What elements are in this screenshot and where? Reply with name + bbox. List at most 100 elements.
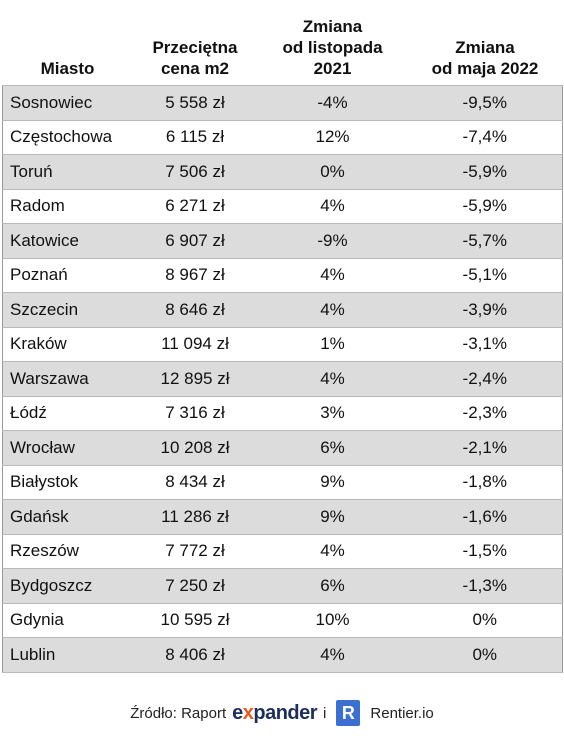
- cell: Rzeszów: [2, 533, 133, 569]
- logo-part: pander: [253, 701, 318, 724]
- cell: 5 558 zł: [132, 85, 258, 121]
- source-label: Źródło: Raport: [130, 704, 227, 722]
- conjunction: i: [323, 704, 327, 722]
- cell: -7,4%: [407, 119, 563, 155]
- row: Sosnowiec 5 558 zł -4% -9,5%: [2, 85, 563, 121]
- rentier-brand: Rentier.io: [370, 704, 434, 722]
- cell: -2,4%: [407, 361, 563, 397]
- header-cell: Zmiana od maja 2022: [431, 38, 539, 78]
- row: Radom 6 271 zł 4% -5,9%: [2, 188, 563, 224]
- cell: 3%: [257, 395, 408, 431]
- cell: 4%: [257, 361, 408, 397]
- cell: Katowice: [2, 223, 133, 259]
- cell: 10 595 zł: [132, 602, 258, 638]
- row: Białystok 8 434 zł 9% -1,8%: [2, 464, 563, 500]
- table-body: Sosnowiec 5 558 zł -4% -9,5% Częstochowa 6 11…: [2, 85, 563, 673]
- cell: 0%: [407, 637, 563, 673]
- cell: 8 406 zł: [132, 637, 258, 673]
- logo-part: e: [232, 701, 243, 724]
- row: Katowice 6 907 zł -9% -5,7%: [2, 223, 563, 259]
- cell: 0%: [257, 154, 408, 190]
- row: Kraków 11 094 zł 1% -3,1%: [2, 326, 563, 362]
- cell: -1,8%: [407, 464, 563, 500]
- cell: Gdynia: [2, 602, 133, 638]
- cell: 4%: [257, 257, 408, 293]
- expander-logo: expander: [232, 702, 317, 725]
- row: Toruń 7 506 zł 0% -5,9%: [2, 154, 563, 190]
- cell: Bydgoszcz: [2, 568, 133, 604]
- header-row: Miasto Przeciętna cena m2 Zmiana od listop…: [3, 16, 563, 86]
- table-header: Miasto Przeciętna cena m2 Zmiana od listop…: [3, 16, 563, 86]
- cell: 7 772 zł: [132, 533, 258, 569]
- cell: -5,7%: [407, 223, 563, 259]
- row: Gdynia 10 595 zł 10% 0%: [2, 602, 563, 638]
- row: Warszawa 12 895 zł 4% -2,4%: [2, 361, 563, 397]
- row: Bydgoszcz 7 250 zł 6% -1,3%: [2, 568, 563, 604]
- cell: Radom: [2, 188, 133, 224]
- cell: 10 208 zł: [132, 430, 258, 466]
- cell: Poznań: [2, 257, 133, 293]
- row: Szczecin 8 646 zł 4% -3,9%: [2, 292, 563, 328]
- cell: 6%: [257, 568, 408, 604]
- cell: Białystok: [2, 464, 133, 500]
- cell: 4%: [257, 533, 408, 569]
- cell: 6 115 zł: [132, 119, 258, 155]
- row: Częstochowa 6 115 zł 12% -7,4%: [2, 119, 563, 155]
- cell: -5,1%: [407, 257, 563, 293]
- cell: 8 646 zł: [132, 292, 258, 328]
- cell: Sosnowiec: [2, 85, 133, 121]
- cell: 8 967 zł: [132, 257, 258, 293]
- cell: Łódź: [2, 395, 133, 431]
- rentier-badge: R: [336, 700, 361, 726]
- cell: 4%: [257, 637, 408, 673]
- cell: 7 316 zł: [132, 395, 258, 431]
- cell: 7 506 zł: [132, 154, 258, 190]
- row: Lublin 8 406 zł 4% 0%: [2, 637, 563, 673]
- cell: -4%: [257, 85, 408, 121]
- cell: Kraków: [2, 326, 133, 362]
- cell: Gdańsk: [2, 499, 133, 535]
- cell: -9%: [257, 223, 408, 259]
- header-cell: Miasto: [40, 59, 95, 78]
- cell: Warszawa: [2, 361, 133, 397]
- cell: 0%: [407, 602, 563, 638]
- row: Rzeszów 7 772 zł 4% -1,5%: [2, 533, 563, 569]
- footer: Źródło: Raport expander i R Rentier.io: [0, 700, 564, 726]
- cell: -2,1%: [407, 430, 563, 466]
- cell: 9%: [257, 464, 408, 500]
- cell: 7 250 zł: [132, 568, 258, 604]
- cell: 11 286 zł: [132, 499, 258, 535]
- row: Poznań 8 967 zł 4% -5,1%: [2, 257, 563, 293]
- cell: -2,3%: [407, 395, 563, 431]
- cell: Wrocław: [2, 430, 133, 466]
- cell: -1,3%: [407, 568, 563, 604]
- cell: Częstochowa: [2, 119, 133, 155]
- cell: 10%: [257, 602, 408, 638]
- logo-part: x: [242, 701, 254, 724]
- cell: 4%: [257, 188, 408, 224]
- cell: -5,9%: [407, 188, 563, 224]
- cell: 8 434 zł: [132, 464, 258, 500]
- cell: Szczecin: [2, 292, 133, 328]
- price-table: Miasto Przeciętna cena m2 Zmiana od listop…: [2, 16, 563, 673]
- cell: 6%: [257, 430, 408, 466]
- cell: 6 907 zł: [132, 223, 258, 259]
- cell: Toruń: [2, 154, 133, 190]
- cell: 12 895 zł: [132, 361, 258, 397]
- cell: -1,6%: [407, 499, 563, 535]
- cell: 4%: [257, 292, 408, 328]
- header-cell: Przeciętna cena m2: [152, 38, 238, 78]
- cell: 11 094 zł: [132, 326, 258, 362]
- cell: -5,9%: [407, 154, 563, 190]
- header-cell: Zmiana od listopada 2021: [282, 17, 383, 78]
- row: Wrocław 10 208 zł 6% -2,1%: [2, 430, 563, 466]
- cell: 1%: [257, 326, 408, 362]
- cell: 9%: [257, 499, 408, 535]
- cell: -3,1%: [407, 326, 563, 362]
- cell: -3,9%: [407, 292, 563, 328]
- row: Łódź 7 316 zł 3% -2,3%: [2, 395, 563, 431]
- cell: 12%: [257, 119, 408, 155]
- cell: -9,5%: [407, 85, 563, 121]
- cell: -1,5%: [407, 533, 563, 569]
